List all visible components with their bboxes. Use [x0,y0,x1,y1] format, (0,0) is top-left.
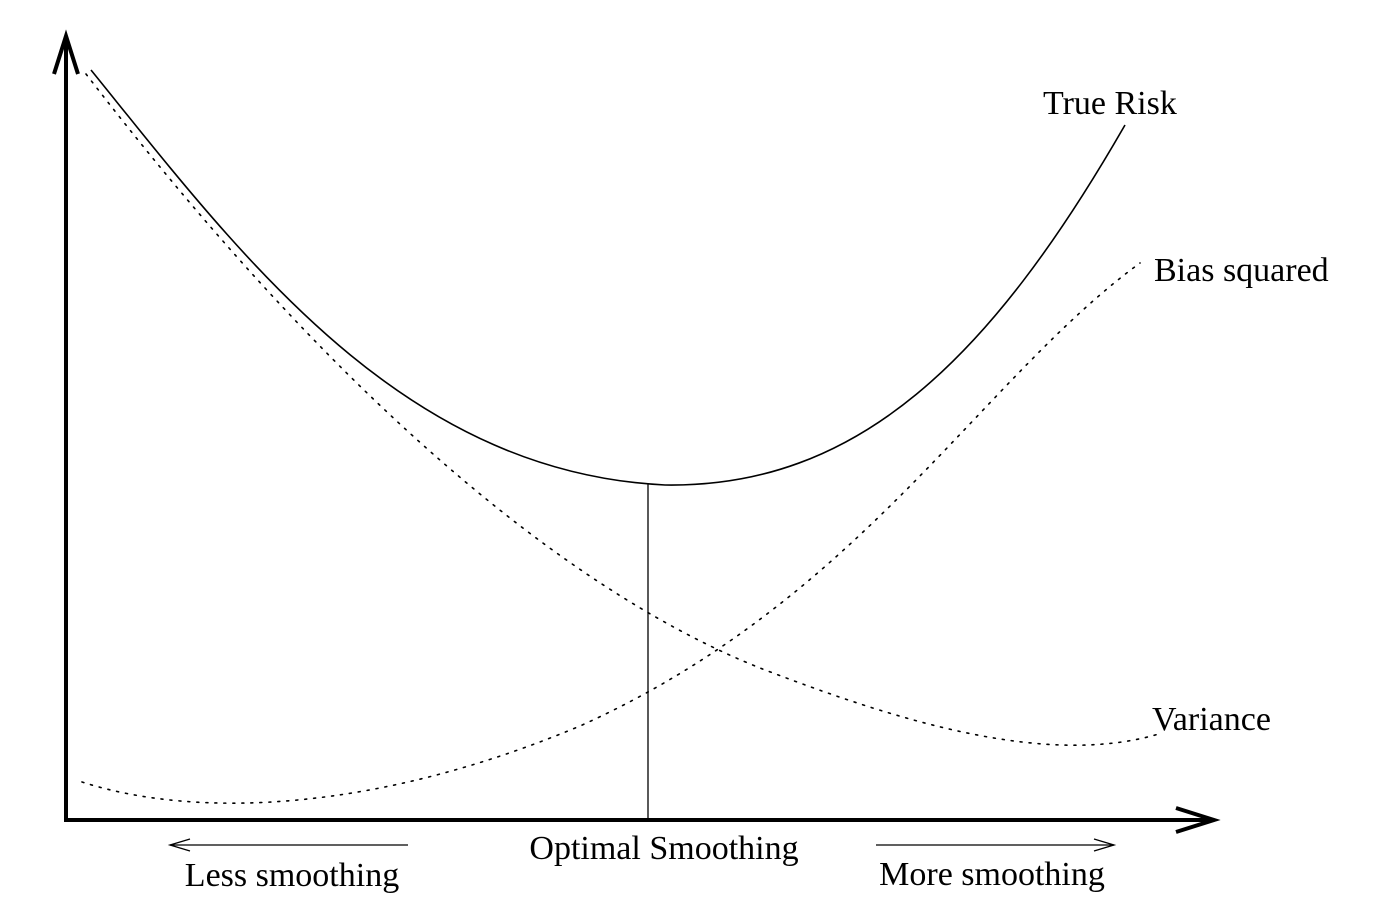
variance-label: Variance [1152,701,1271,738]
x-axis-arrowhead [1175,806,1221,834]
optimal-smoothing-label: Optimal Smoothing [529,830,798,867]
less-smoothing-arrow [167,838,408,852]
more-smoothing-arrow [876,838,1117,852]
less-smoothing-label: Less smoothing [185,857,399,894]
axes [52,29,1221,834]
variance-curve [85,73,1163,747]
less-smoothing-arrowhead [167,838,191,852]
bias-squared-curve [81,262,1141,804]
more-smoothing-label: More smoothing [879,856,1105,893]
y-axis-arrowhead [52,29,80,75]
more-smoothing-arrowhead [1093,838,1117,852]
bias-squared-label: Bias squared [1154,252,1329,289]
true-risk-curve [90,69,1126,486]
true-risk-label: True Risk [1043,85,1177,122]
curves [81,69,1163,804]
